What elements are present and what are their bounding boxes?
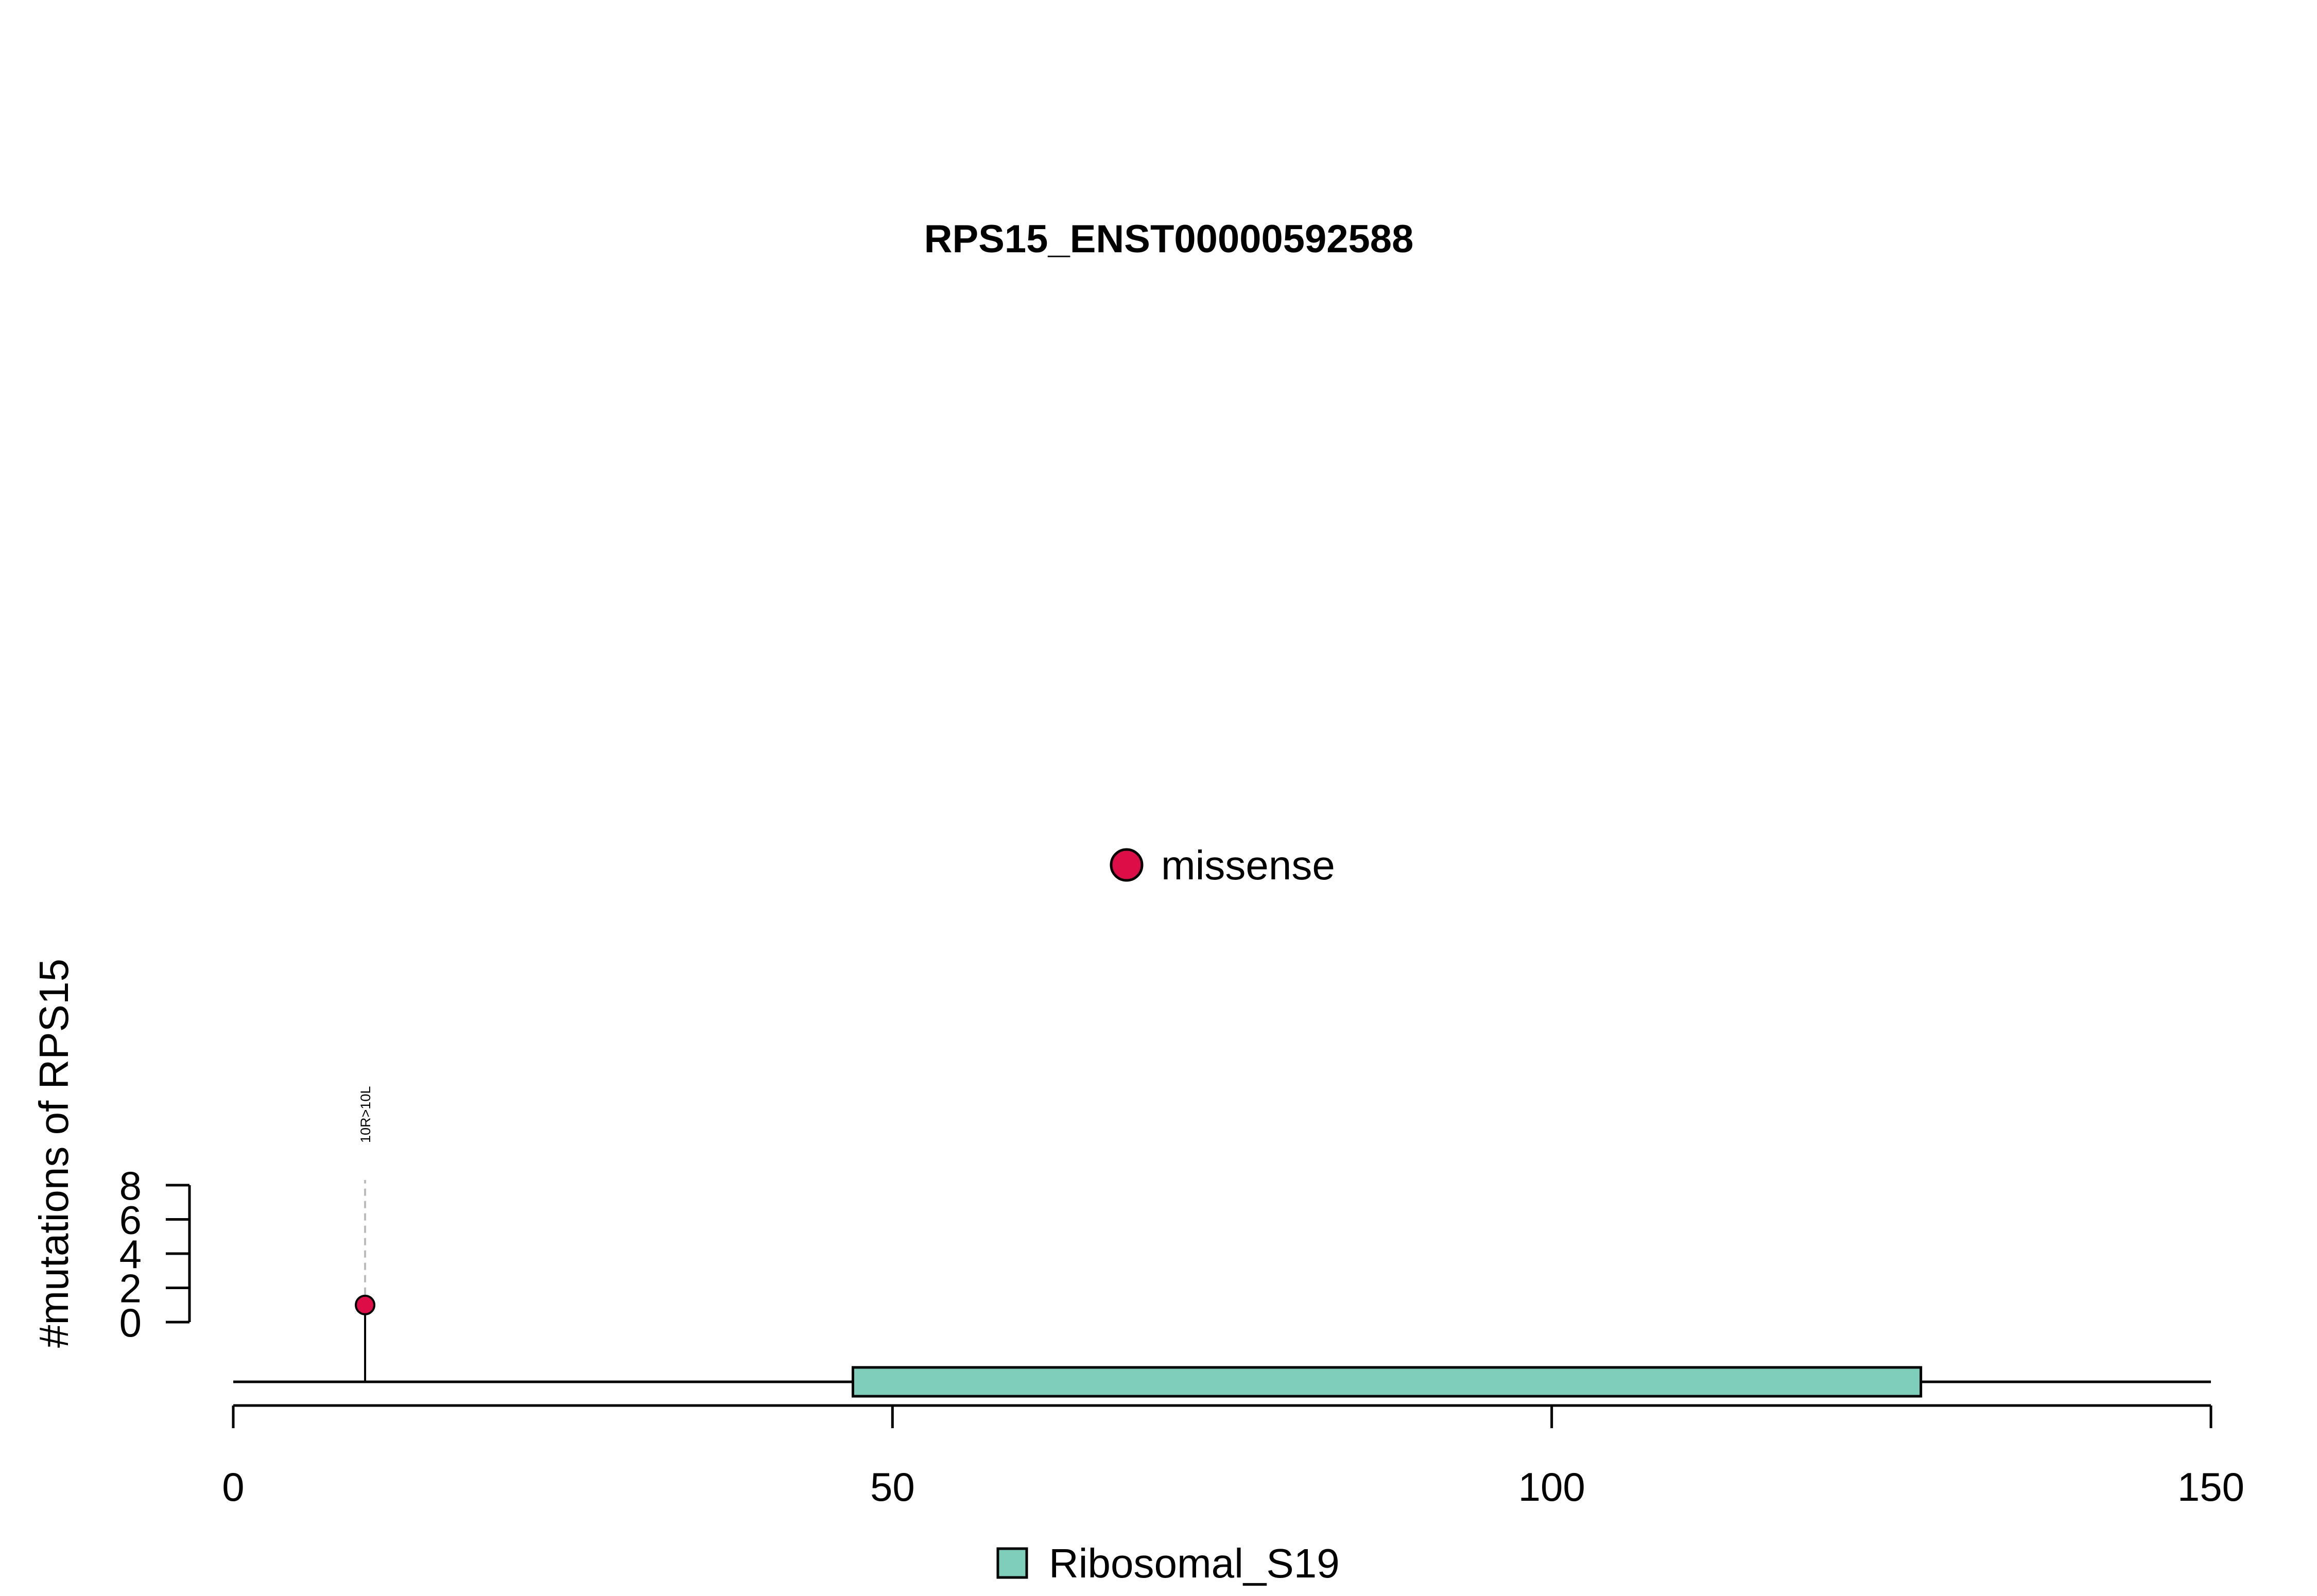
x-tick-label: 150 — [2177, 1464, 2244, 1510]
legend-domain-swatch — [996, 1547, 1028, 1579]
y-tick-label: 0 — [119, 1300, 142, 1345]
chart-title: RPS15_ENST00000592588 — [924, 217, 1414, 261]
x-tick-label: 100 — [1518, 1464, 1585, 1510]
y-axis-label: #mutations of RPS15 — [31, 959, 77, 1348]
mutation-legend: missense — [1110, 842, 1335, 888]
x-axis: 0 50 100 150 — [222, 1404, 2244, 1510]
mutation-label: 10R>10L — [358, 1086, 373, 1143]
x-tick-label: 0 — [222, 1464, 244, 1510]
y-tick-label: 4 — [119, 1231, 142, 1277]
domain-legend: Ribosomal_S19 — [996, 1540, 1340, 1586]
domain-layer — [852, 1366, 1923, 1398]
y-tick-label: 6 — [119, 1198, 142, 1243]
mutation-layer: 10R>10L — [355, 1086, 376, 1382]
legend-missense-label: missense — [1161, 842, 1335, 888]
legend-domain-label: Ribosomal_S19 — [1049, 1540, 1340, 1586]
y-tick-label: 2 — [119, 1266, 142, 1311]
legend-missense-marker — [1110, 848, 1144, 882]
x-tick-label: 50 — [870, 1464, 915, 1510]
y-tick-label: 8 — [119, 1163, 142, 1208]
domain-ribosomal-s19 — [852, 1366, 1923, 1398]
mutation-point — [355, 1294, 376, 1315]
